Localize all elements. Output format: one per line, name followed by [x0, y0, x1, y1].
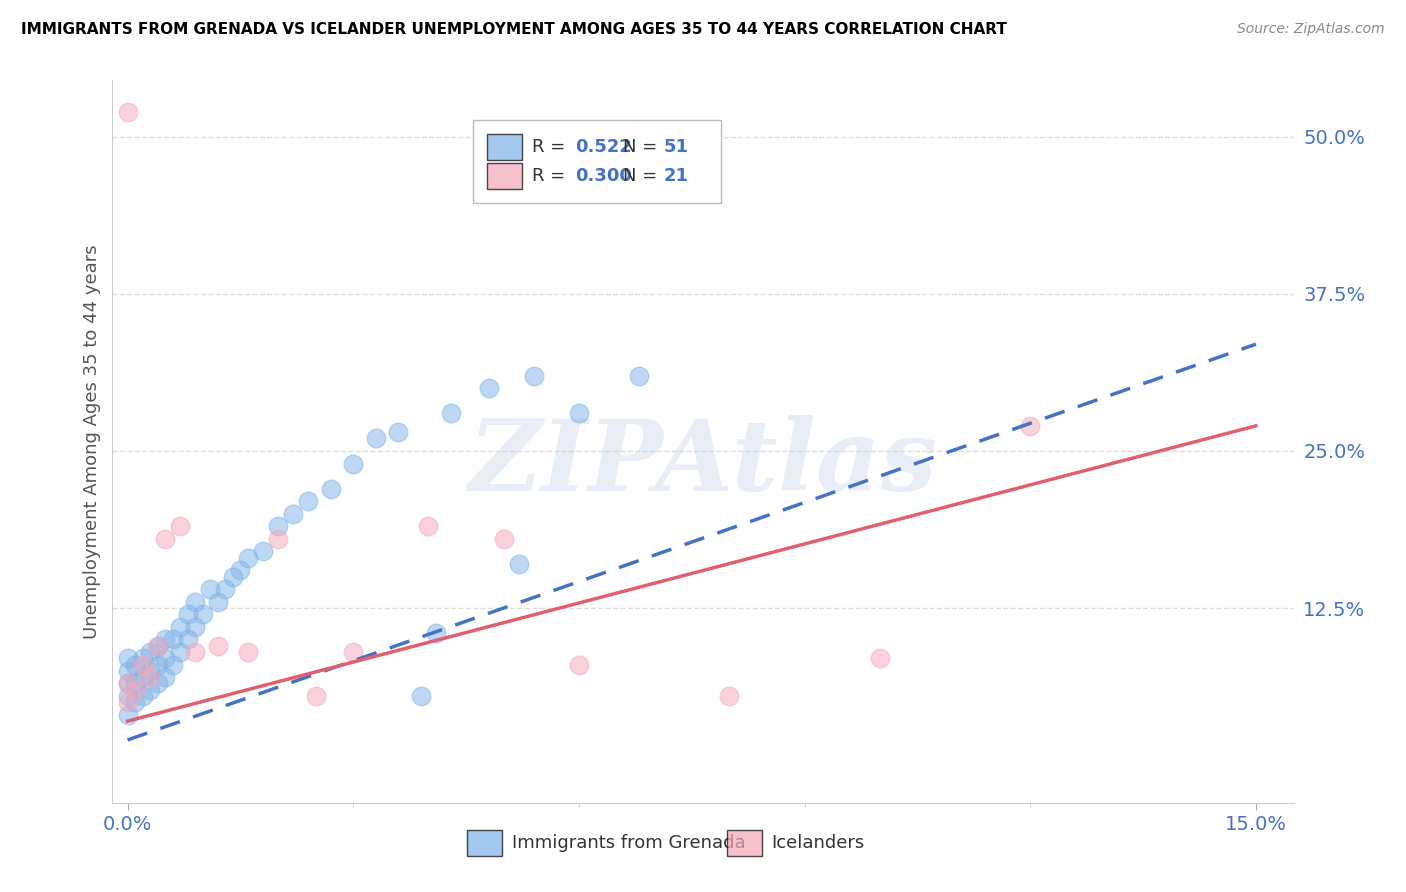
Text: IMMIGRANTS FROM GRENADA VS ICELANDER UNEMPLOYMENT AMONG AGES 35 TO 44 YEARS CORR: IMMIGRANTS FROM GRENADA VS ICELANDER UNE… — [21, 22, 1007, 37]
Text: 0.300: 0.300 — [575, 168, 633, 186]
Point — [117, 664, 139, 678]
FancyBboxPatch shape — [486, 134, 522, 160]
Point — [440, 406, 463, 420]
Y-axis label: Unemployment Among Ages 35 to 44 years: Unemployment Among Ages 35 to 44 years — [83, 244, 101, 639]
Point — [718, 689, 741, 703]
Point — [162, 632, 184, 647]
Point — [478, 381, 501, 395]
Point — [869, 651, 891, 665]
Point — [236, 645, 259, 659]
Point — [304, 689, 326, 703]
FancyBboxPatch shape — [727, 830, 762, 855]
Point — [207, 595, 229, 609]
FancyBboxPatch shape — [472, 120, 721, 203]
Point — [222, 569, 245, 583]
Point — [117, 104, 139, 119]
Point — [418, 519, 440, 533]
Point — [139, 664, 162, 678]
Point — [117, 676, 139, 690]
Point — [252, 544, 274, 558]
Text: N =: N = — [623, 168, 662, 186]
Point — [124, 695, 146, 709]
Point — [117, 707, 139, 722]
Point — [342, 645, 364, 659]
Point — [387, 425, 409, 439]
Point — [492, 532, 515, 546]
Point — [153, 532, 176, 546]
Text: 21: 21 — [664, 168, 689, 186]
Point — [191, 607, 214, 622]
Point — [169, 620, 191, 634]
Point — [568, 657, 591, 672]
Text: ZIPAtlas: ZIPAtlas — [468, 415, 938, 511]
Point — [162, 657, 184, 672]
Text: R =: R = — [531, 168, 571, 186]
Point — [568, 406, 591, 420]
Point — [153, 632, 176, 647]
Point — [229, 563, 252, 577]
Point — [124, 676, 146, 690]
FancyBboxPatch shape — [467, 830, 502, 855]
Point — [131, 689, 153, 703]
Point — [153, 670, 176, 684]
Point — [139, 670, 162, 684]
Point — [146, 676, 169, 690]
Point — [207, 639, 229, 653]
Text: Icelanders: Icelanders — [772, 833, 865, 852]
Point — [200, 582, 222, 597]
Point — [146, 639, 169, 653]
Point — [146, 639, 169, 653]
Point — [131, 657, 153, 672]
Point — [117, 695, 139, 709]
Point — [117, 651, 139, 665]
Point — [364, 431, 387, 445]
Point — [523, 368, 546, 383]
Point — [409, 689, 432, 703]
Point — [184, 595, 207, 609]
Point — [169, 645, 191, 659]
Point — [236, 550, 259, 565]
Point — [628, 368, 651, 383]
Point — [177, 632, 200, 647]
Point — [117, 676, 139, 690]
Text: 0.522: 0.522 — [575, 137, 633, 156]
Point — [139, 682, 162, 697]
Point — [319, 482, 342, 496]
Point — [281, 507, 304, 521]
Text: N =: N = — [623, 137, 662, 156]
Point — [1019, 418, 1042, 433]
Point — [184, 645, 207, 659]
Point — [177, 607, 200, 622]
Text: R =: R = — [531, 137, 571, 156]
Point — [153, 651, 176, 665]
Point — [124, 657, 146, 672]
Point — [169, 519, 191, 533]
Point — [146, 657, 169, 672]
Point — [508, 557, 530, 571]
Point — [425, 626, 447, 640]
Point — [184, 620, 207, 634]
Point — [124, 682, 146, 697]
Point — [131, 670, 153, 684]
Point — [139, 645, 162, 659]
Point — [342, 457, 364, 471]
Text: 51: 51 — [664, 137, 689, 156]
Point — [267, 519, 290, 533]
Point — [214, 582, 236, 597]
Text: Source: ZipAtlas.com: Source: ZipAtlas.com — [1237, 22, 1385, 37]
Point — [297, 494, 319, 508]
Point — [117, 689, 139, 703]
Text: Immigrants from Grenada: Immigrants from Grenada — [512, 833, 745, 852]
FancyBboxPatch shape — [486, 163, 522, 189]
Point — [131, 651, 153, 665]
Point — [267, 532, 290, 546]
